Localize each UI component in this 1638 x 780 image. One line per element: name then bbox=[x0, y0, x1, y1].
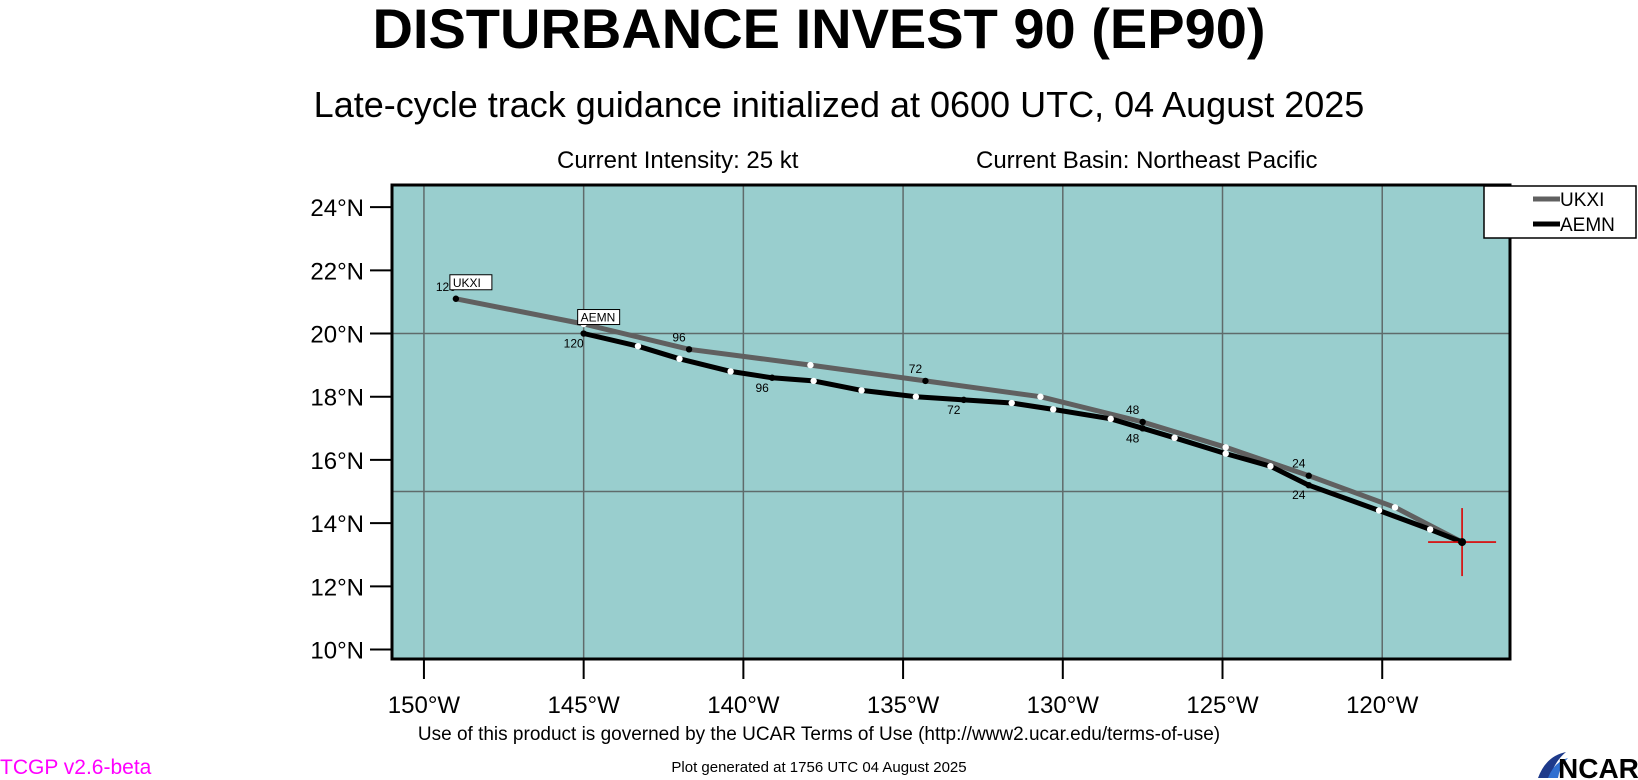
axes: 10°N 12°N 14°N 16°N 18°N 20°N 22°N 24°N 150°W 145… bbox=[310, 195, 1418, 719]
forecast-hour-label: 48 bbox=[1126, 431, 1140, 445]
track-point bbox=[858, 387, 865, 394]
forecast-hour-label: 72 bbox=[909, 362, 923, 376]
forecast-hour-label: 24 bbox=[1292, 457, 1306, 471]
x-tick-label: 125°W bbox=[1186, 692, 1259, 719]
track-line-aemn bbox=[581, 331, 1465, 545]
current-intensity: Current Intensity: 25 kt bbox=[557, 147, 799, 174]
track-point bbox=[1008, 399, 1015, 407]
y-tick-label: 18°N bbox=[310, 385, 364, 412]
terms-of-use: Use of this product is governed by the U… bbox=[417, 724, 1221, 745]
track-point bbox=[1037, 393, 1044, 400]
track-point bbox=[922, 377, 929, 385]
current-basin: Current Basin: Northeast Pacific bbox=[976, 147, 1318, 174]
storm-center bbox=[1458, 538, 1467, 547]
y-tick-label: 12°N bbox=[310, 574, 364, 601]
track-point bbox=[912, 393, 920, 400]
plot-frame bbox=[390, 183, 1512, 661]
track-point bbox=[634, 342, 642, 350]
legend: UKXI AEMN bbox=[1483, 185, 1637, 239]
legend-label-ukxi: UKXI bbox=[1560, 190, 1604, 211]
track-point bbox=[1375, 507, 1383, 514]
track-point bbox=[1222, 444, 1229, 451]
svg-text:NCAR: NCAR bbox=[1558, 753, 1638, 780]
track-point bbox=[685, 346, 693, 353]
plot-generated: Plot generated at 1756 UTC 04 August 202… bbox=[671, 759, 967, 776]
chart-subtitle: Late-cycle track guidance initialized at… bbox=[313, 84, 1365, 125]
track-end-label-ukxi: UKXI bbox=[449, 274, 493, 291]
x-tick-label: 130°W bbox=[1027, 692, 1100, 719]
track-end-label-box bbox=[577, 309, 621, 326]
track-point bbox=[452, 295, 460, 302]
forecast-hour-label: 48 bbox=[1126, 403, 1140, 417]
track-point bbox=[1171, 434, 1178, 441]
version-label: TCGP v2.6-beta bbox=[0, 756, 152, 779]
storm-position bbox=[1428, 508, 1497, 577]
track-point bbox=[1391, 504, 1399, 511]
track-point bbox=[807, 361, 814, 369]
legend-label-aemn: AEMN bbox=[1560, 215, 1615, 236]
track-point bbox=[1305, 482, 1312, 489]
y-tick-label: 14°N bbox=[310, 511, 364, 538]
track-point bbox=[1139, 418, 1146, 426]
track-end-label-text: AEMN bbox=[581, 311, 616, 325]
x-tick-label: 120°W bbox=[1346, 692, 1419, 719]
legend-box bbox=[1483, 185, 1637, 239]
track-point bbox=[580, 330, 587, 337]
track-point bbox=[1139, 425, 1146, 432]
track-point bbox=[1222, 450, 1229, 457]
x-tick-label: 135°W bbox=[867, 692, 940, 719]
track-point bbox=[960, 396, 967, 404]
y-tick-label: 16°N bbox=[310, 448, 364, 475]
plot-area bbox=[392, 185, 1510, 659]
x-tick-label: 145°W bbox=[548, 692, 621, 719]
forecast-hour-label: 72 bbox=[947, 403, 961, 417]
ncar-logo: NCAR bbox=[1538, 752, 1638, 780]
y-tick-label: 20°N bbox=[310, 322, 364, 349]
y-tick-label: 22°N bbox=[310, 258, 364, 285]
forecast-hour-label: 96 bbox=[755, 381, 769, 395]
track-end-label-text: UKXI bbox=[453, 276, 481, 290]
forecast-hour-label: 24 bbox=[1292, 488, 1306, 502]
track-point bbox=[727, 368, 734, 375]
y-tick-label: 24°N bbox=[310, 195, 364, 222]
forecast-hour-label: 96 bbox=[672, 330, 686, 344]
track-point bbox=[768, 374, 776, 381]
grid-lines bbox=[392, 185, 1510, 659]
track-point bbox=[1305, 472, 1312, 479]
x-tick-label: 140°W bbox=[707, 692, 780, 719]
track-point bbox=[1267, 463, 1274, 470]
chart-title: DISTURBANCE INVEST 90 (EP90) bbox=[372, 0, 1266, 60]
track-point bbox=[1050, 406, 1057, 413]
forecast-hour-label: 120 bbox=[564, 337, 584, 351]
track-point bbox=[1107, 415, 1114, 423]
y-tick-label: 10°N bbox=[310, 638, 364, 665]
track-point bbox=[1426, 526, 1434, 533]
x-tick-label: 150°W bbox=[388, 692, 461, 719]
track-end-label-aemn: AEMN bbox=[577, 309, 621, 326]
track-end-label-box bbox=[449, 274, 493, 291]
track-point bbox=[676, 355, 683, 362]
track-point bbox=[810, 377, 817, 385]
